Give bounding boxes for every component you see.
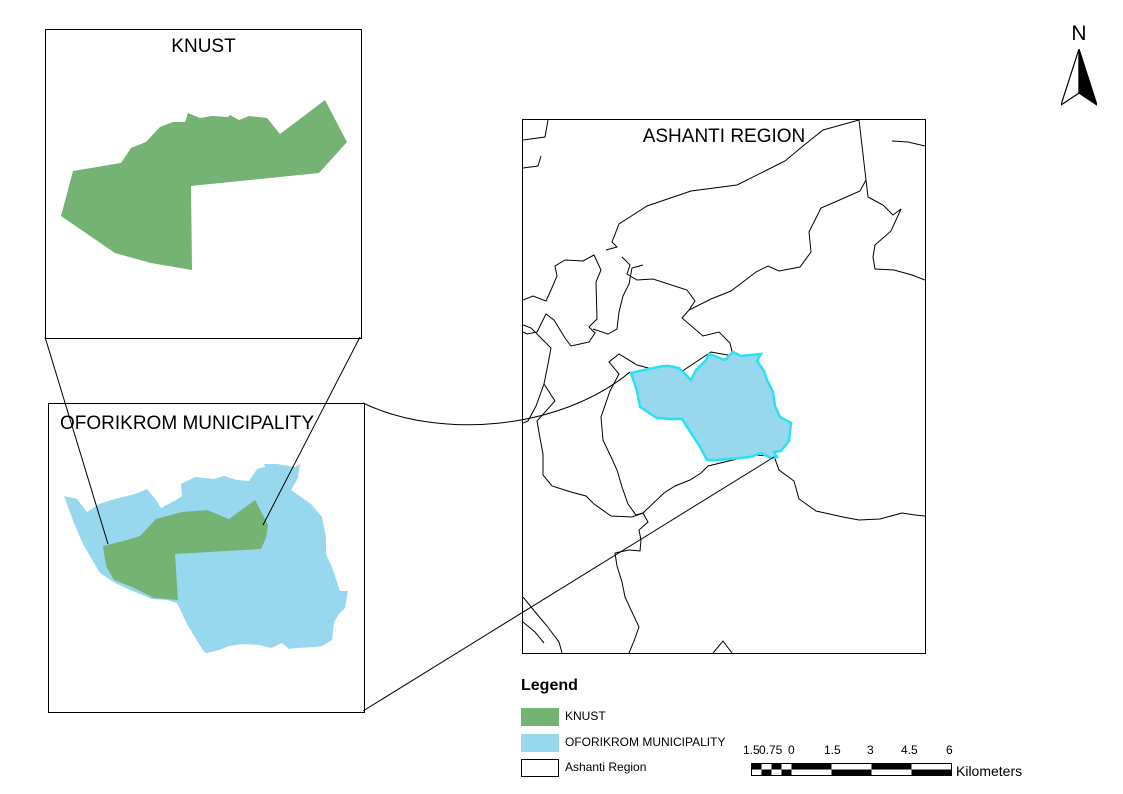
ashanti-region-map: ASHANTI REGION (522, 119, 926, 654)
scale-tick-label: 0 (788, 743, 795, 757)
legend-swatch-oforikrom (521, 734, 559, 752)
legend: Legend KNUST OFORIKROM MUNICIPALITY Asha… (521, 677, 771, 782)
oforikrom-inset-map: OFORIKROM MUNICIPALITY (48, 403, 365, 713)
scale-bar: 1.5 0.75 0 1.5 3 4.5 6 Kilometers (743, 742, 1043, 782)
legend-label-knust: KNUST (565, 709, 606, 723)
district-boundary (523, 120, 549, 141)
legend-title: Legend (521, 677, 578, 694)
north-label: N (1071, 22, 1087, 45)
knust-in-oforikrom-polygon (103, 500, 268, 600)
north-arrow-icon (1061, 49, 1097, 106)
scale-tick-label: 1.5 (824, 743, 841, 757)
knust-inset-title: KNUST (171, 36, 236, 57)
region-map-title: ASHANTI REGION (642, 126, 806, 147)
scale-tick-label: 0.75 (759, 743, 783, 757)
district-boundary (523, 155, 542, 169)
scale-tick-label: 3 (867, 743, 874, 757)
legend-label-oforikrom: OFORIKROM MUNICIPALITY (565, 735, 726, 749)
oforikrom-highlight-polygon (629, 350, 793, 462)
knust-shape-layer (61, 100, 347, 270)
oforikrom-shape-layer (64, 464, 348, 653)
region-boundaries-layer (523, 120, 925, 653)
knust-polygon (61, 100, 347, 270)
legend-swatch-knust (521, 708, 559, 726)
oforikrom-inset-title: OFORIKROM MUNICIPALITY (60, 413, 315, 434)
scale-tick-label: 1.5 (743, 743, 760, 757)
legend-label-ashanti-region: Ashanti Region (565, 760, 647, 774)
district-boundary (621, 256, 696, 311)
district-boundary (681, 179, 867, 357)
district-boundary (891, 140, 925, 147)
district-boundary (523, 324, 552, 424)
legend-swatch-ashanti-region (521, 759, 559, 777)
district-boundary (858, 120, 925, 281)
scale-unit-label: Kilometers (956, 763, 1023, 779)
knust-inset-map: KNUST (45, 29, 362, 339)
scale-bar-graphic (751, 763, 952, 776)
scale-tick-label: 4.5 (901, 743, 918, 757)
district-boundary (712, 640, 733, 653)
scale-tick-label: 6 (946, 743, 953, 757)
district-boundary (523, 596, 563, 653)
district-boundary (523, 254, 602, 347)
district-boundary (605, 120, 860, 251)
district-boundary (536, 383, 644, 518)
district-boundary (592, 264, 644, 335)
district-boundary (523, 621, 545, 644)
district-boundary (642, 454, 925, 521)
north-arrow: N (1058, 22, 1100, 110)
